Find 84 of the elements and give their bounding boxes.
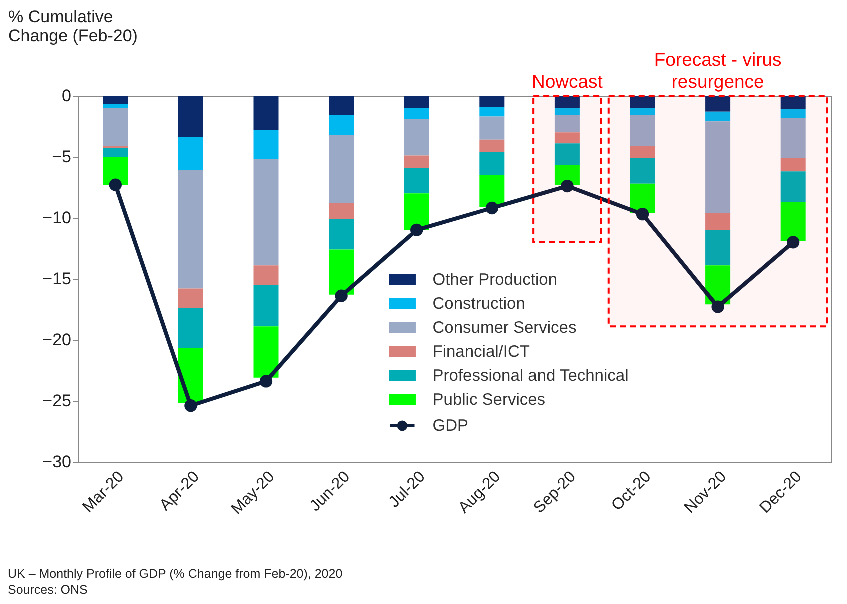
bar [554,108,580,116]
bar [780,96,806,110]
bar [254,326,279,378]
bar [480,116,505,140]
bar [178,137,204,170]
bar [329,96,354,116]
bar [254,285,279,327]
bar [554,144,580,166]
bar [103,108,128,146]
y-tick-label: −30 [42,452,72,472]
y-tick-label: −10 [42,208,72,228]
bar [706,122,731,214]
bar [404,108,430,120]
bar [329,135,354,204]
bar [630,108,656,116]
point [410,224,424,237]
point [486,202,498,215]
point [712,300,724,314]
y-tick-label: 0 [62,86,72,106]
point [561,180,574,193]
legend-label: GDP [432,416,469,435]
bar [103,148,128,157]
bar [329,250,354,295]
bar [780,172,806,202]
bar [706,112,731,122]
bar [554,132,580,144]
bar [630,158,656,184]
bar [178,170,204,289]
bar [630,96,656,108]
band-label: Forecast - virus resurgence [654,49,782,92]
bar [480,140,505,152]
bar [404,168,430,194]
bar [404,119,430,156]
bar [554,116,580,133]
band-label: Nowcast [532,71,603,92]
bar [480,106,505,117]
text: UK – Monthly Profile of GDP (% Change from Feb-20), 2020 [8,566,343,582]
bar [706,230,731,266]
bar [780,202,806,242]
point [260,375,273,388]
bar [554,166,580,186]
bar [404,156,430,168]
y-tick-label: −25 [42,392,72,410]
legend-label: Other Production [432,270,558,289]
bar [630,146,656,158]
bar [254,130,279,160]
y-tick-label: −20 [42,330,72,350]
bar [254,96,279,130]
point [184,400,198,412]
point [109,178,122,192]
legend-label: Public Services [432,390,546,409]
y-tick-label: −15 [42,270,72,288]
point [335,290,348,302]
bar [480,96,505,107]
source-note: Sources: ONS [8,582,89,598]
point [636,208,650,221]
legend-label: Financial/ICT [432,342,530,361]
bar [103,96,128,105]
point [787,236,800,249]
bar [254,159,279,266]
y-tick-label: −5 [52,148,72,166]
legend-label: Professional and Technical [432,366,629,385]
legend-label: Construction [432,294,526,313]
bar [706,96,731,112]
bar [178,288,204,308]
bar [630,116,656,146]
legend-label: Consumer Services [432,318,577,337]
bar [329,203,354,220]
bar [780,158,806,172]
bar [103,104,128,108]
bar [706,213,731,230]
bar [254,266,279,286]
bar [404,96,430,108]
bar [178,96,204,138]
bar [178,308,204,349]
y-axis-title: % Cumulative Change (Feb-20) [8,8,138,46]
bar [554,96,580,108]
bar [480,152,505,176]
bar [480,175,505,208]
bar [329,219,354,250]
bar [329,116,354,136]
bar [780,118,806,158]
bar [780,109,806,118]
bar [103,157,128,186]
